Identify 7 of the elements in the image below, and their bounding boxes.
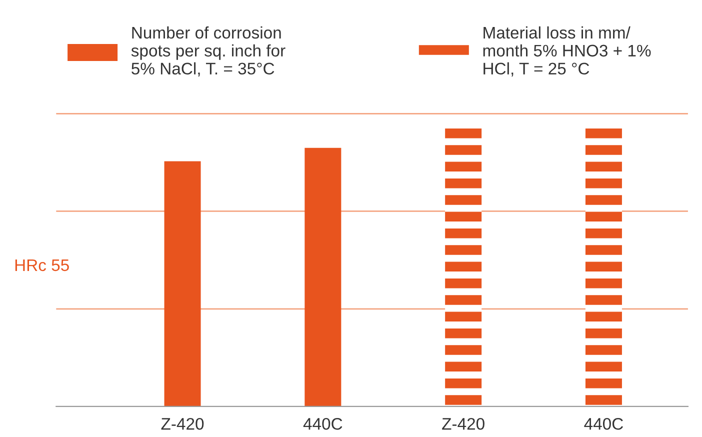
legend-label: Material loss in mm/ month 5% HNO3 + 1% HCl, T = 25 °C (483, 26, 651, 76)
x-tick-label: 440C (584, 418, 624, 430)
x-tick-label: 440C (303, 418, 342, 430)
x-tick-label: Z-420 (161, 418, 204, 430)
x-tick-label: Z-420 (442, 418, 484, 430)
y-axis-title: HRc 55 (15, 259, 69, 272)
legend-label: Number of corrosion spots per sq. inch for 5% NaCl, T. = 35°C (131, 26, 286, 76)
